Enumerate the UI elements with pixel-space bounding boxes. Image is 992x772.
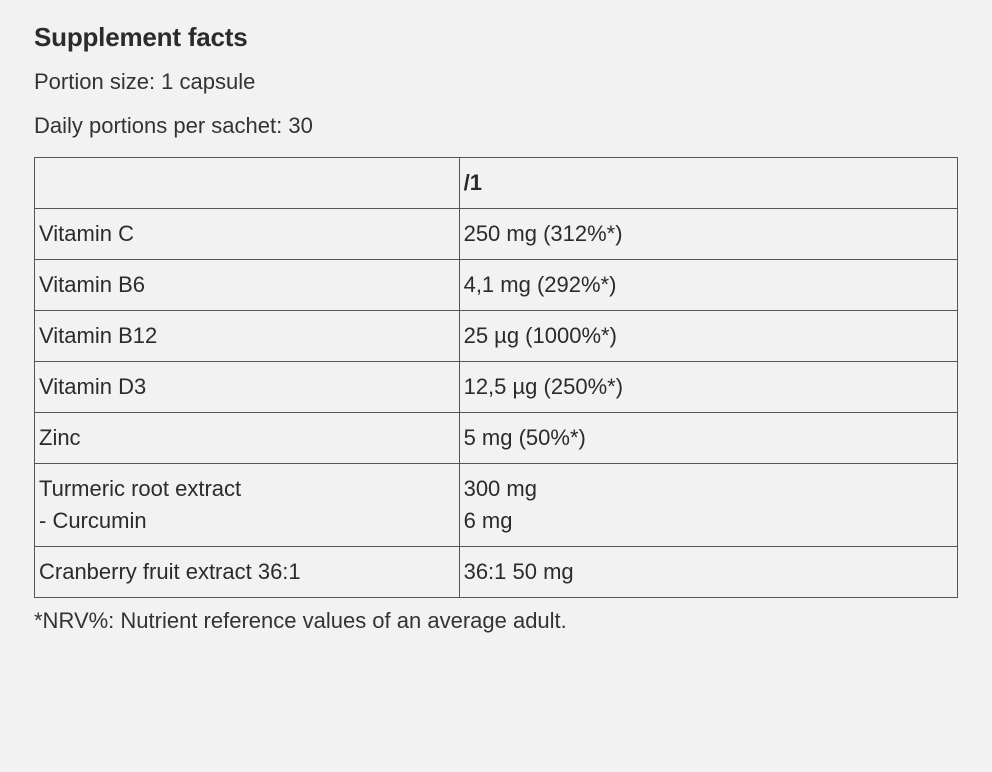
- portion-size-text: Portion size: 1 capsule: [34, 69, 958, 95]
- ingredient-name: Vitamin C: [35, 209, 460, 260]
- ingredient-value: 12,5 µg (250%*): [459, 362, 957, 413]
- table-row: Vitamin D312,5 µg (250%*): [35, 362, 958, 413]
- ingredient-name: Vitamin B6: [35, 260, 460, 311]
- ingredient-value: 300 mg6 mg: [459, 464, 957, 547]
- table-row: Vitamin C250 mg (312%*): [35, 209, 958, 260]
- ingredient-name: Zinc: [35, 413, 460, 464]
- table-row: Vitamin B1225 µg (1000%*): [35, 311, 958, 362]
- ingredient-value: 25 µg (1000%*): [459, 311, 957, 362]
- ingredient-value: 5 mg (50%*): [459, 413, 957, 464]
- ingredient-name: Vitamin D3: [35, 362, 460, 413]
- nrv-footnote: *NRV%: Nutrient reference values of an a…: [34, 608, 958, 634]
- ingredient-value: 250 mg (312%*): [459, 209, 957, 260]
- header-name: [35, 158, 460, 209]
- daily-portions-text: Daily portions per sachet: 30: [34, 113, 958, 139]
- ingredient-name: Vitamin B12: [35, 311, 460, 362]
- supplement-facts-table: /1 Vitamin C250 mg (312%*)Vitamin B64,1 …: [34, 157, 958, 598]
- table-row: Turmeric root extract- Curcumin300 mg6 m…: [35, 464, 958, 547]
- ingredient-name: Cranberry fruit extract 36:1: [35, 547, 460, 598]
- table-row: Zinc5 mg (50%*): [35, 413, 958, 464]
- ingredient-value: 4,1 mg (292%*): [459, 260, 957, 311]
- supplement-facts-title: Supplement facts: [34, 22, 958, 53]
- table-header-row: /1: [35, 158, 958, 209]
- header-value: /1: [459, 158, 957, 209]
- table-row: Vitamin B64,1 mg (292%*): [35, 260, 958, 311]
- table-row: Cranberry fruit extract 36:136:1 50 mg: [35, 547, 958, 598]
- ingredient-value: 36:1 50 mg: [459, 547, 957, 598]
- ingredient-name: Turmeric root extract- Curcumin: [35, 464, 460, 547]
